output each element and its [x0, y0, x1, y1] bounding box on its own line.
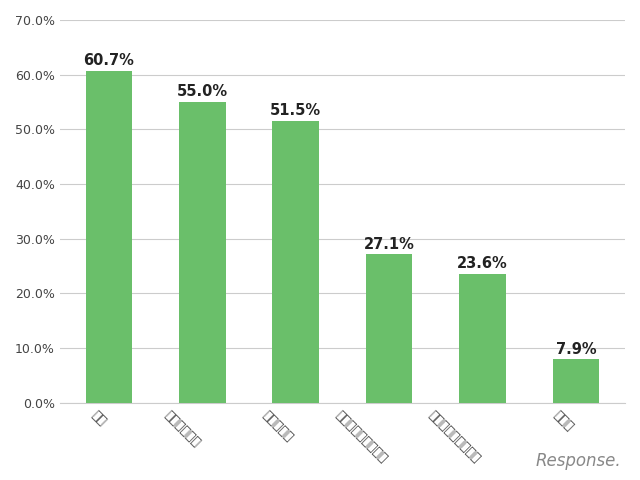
Text: 27.1%: 27.1%: [364, 237, 415, 252]
Text: 51.5%: 51.5%: [270, 103, 321, 119]
Bar: [552, 360, 599, 403]
Bar: [459, 274, 506, 403]
Text: Response.: Response.: [535, 452, 621, 470]
Bar: [273, 121, 319, 403]
Text: 60.7%: 60.7%: [83, 53, 134, 68]
Text: 7.9%: 7.9%: [556, 342, 596, 357]
Bar: [86, 71, 132, 403]
Text: 23.6%: 23.6%: [457, 256, 508, 271]
Text: 55.0%: 55.0%: [177, 84, 228, 99]
Bar: [179, 102, 226, 403]
Bar: [366, 254, 413, 403]
